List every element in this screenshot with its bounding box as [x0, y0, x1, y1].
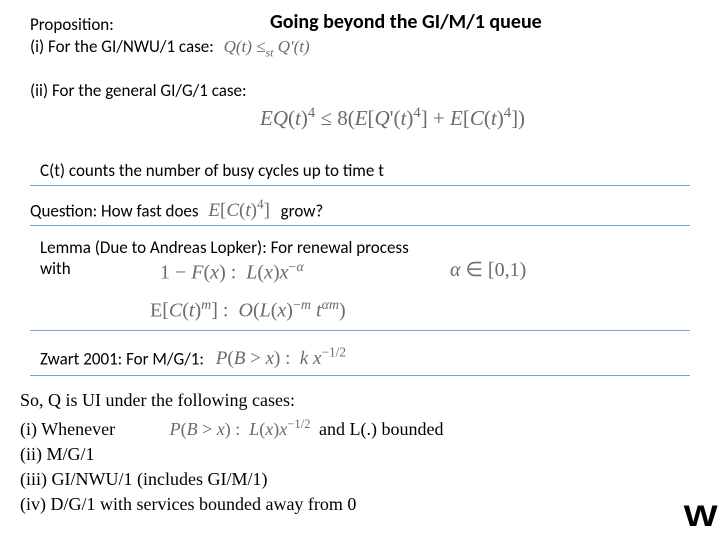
- zwart-formula: P(B > x) : k x−1/2: [216, 348, 346, 369]
- logo-icon: W: [683, 500, 712, 534]
- item-i-formula: P(B > x) : L(x)x−1/2: [170, 419, 315, 439]
- question-pre: Question: How fast does: [30, 200, 199, 221]
- rule-2: [30, 225, 690, 226]
- zwart-pre: Zwart 2001: For M/G/1:: [40, 348, 204, 369]
- item-i-post: and L(.) bounded: [319, 419, 443, 439]
- formula-i: Q(t) ≤st Q'(t): [224, 37, 310, 56]
- rule-1: [30, 185, 690, 186]
- so-line: So, Q is UI under the following cases:: [20, 390, 690, 411]
- question-line: Question: How fast does E[C(t)4] grow?: [30, 197, 690, 222]
- lemma-alpha: α ∈ [0,1): [450, 257, 526, 282]
- rule-3: [30, 330, 690, 331]
- item-iv: (iv) D/G/1 with services bounded away fr…: [20, 494, 690, 515]
- slide: Going beyond the GI/M/1 queue Propositio…: [0, 0, 720, 540]
- zwart-line: Zwart 2001: For M/G/1: P(B > x) : k x−1/…: [40, 345, 690, 370]
- item-i: (i) Whenever P(B > x) : L(x)x−1/2 and L(…: [20, 417, 690, 440]
- case-i-text: (i) For the GI/NWU/1 case:: [30, 36, 214, 57]
- lemma-formula-1: 1 − F(x) : L(x)x−α: [160, 260, 304, 285]
- item-ii: (ii) M/G/1: [20, 444, 690, 465]
- ct-line: C(t) counts the number of busy cycles up…: [40, 160, 690, 181]
- question-post: grow?: [281, 200, 324, 221]
- case-i: (i) For the GI/NWU/1 case: Q(t) ≤st Q'(t…: [30, 36, 690, 60]
- rule-4: [30, 375, 690, 376]
- item-iii: (iii) GI/NWU/1 (includes GI/M/1): [20, 469, 690, 490]
- question-formula: E[C(t)4]: [208, 200, 274, 221]
- formula-ii: EQ(t)4 ≤ 8(E[Q'(t)4] + E[C(t)4]): [260, 105, 690, 131]
- item-i-pre: (i) Whenever: [20, 419, 115, 439]
- case-ii: (ii) For the general GI/G/1 case:: [30, 80, 690, 101]
- proposition-label: Proposition:: [30, 14, 690, 35]
- lemma-formula-2: E[C(t)m] : O(L(x)−m tαm): [150, 298, 346, 323]
